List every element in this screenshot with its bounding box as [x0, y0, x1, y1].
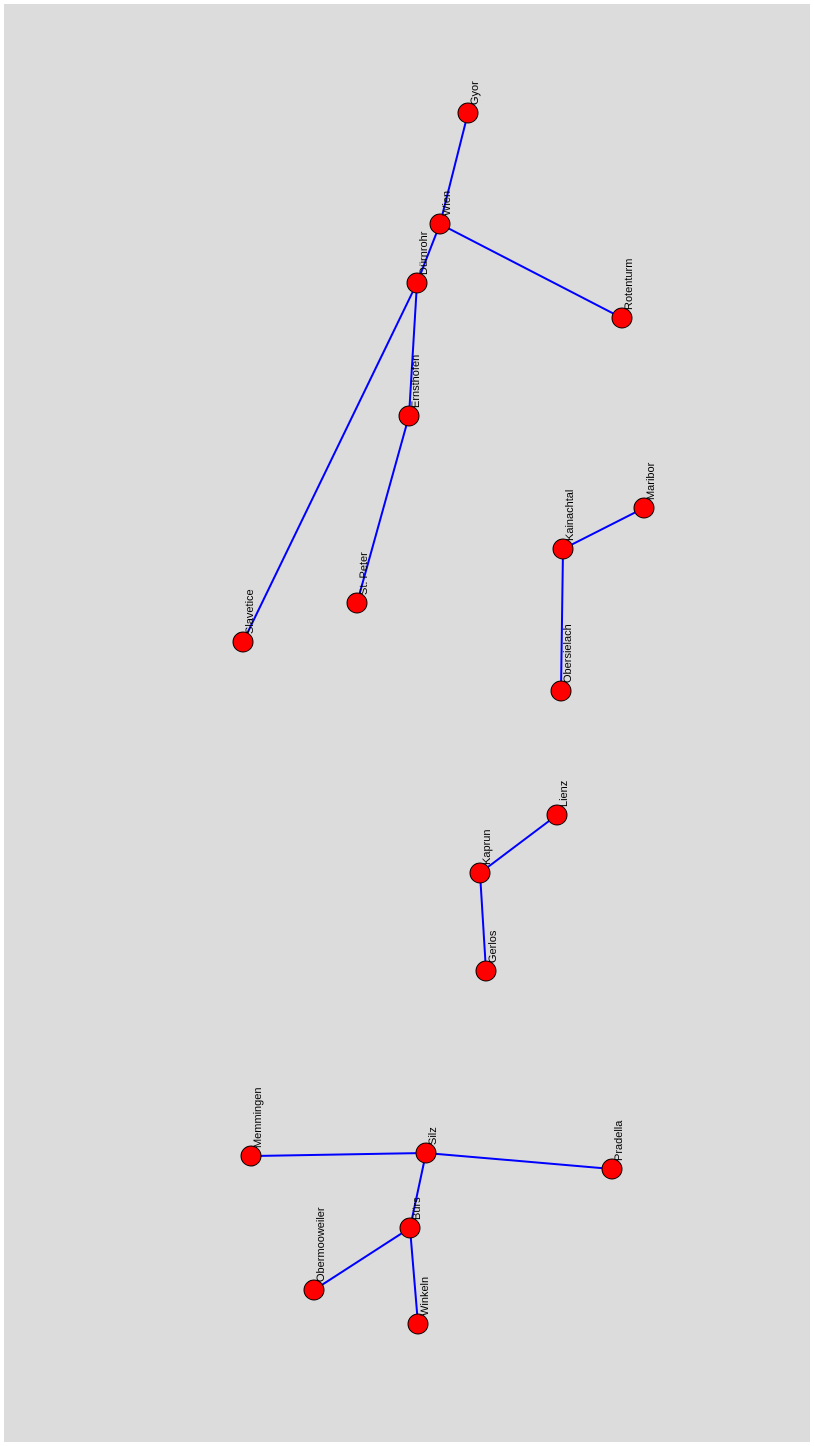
node-kainachtal[interactable]: Kainachtal [552, 490, 576, 560]
edge-durnrohr-ernsthofen [408, 282, 418, 417]
network-graph: Gyor Wien Dürnrohr Rotenturm Ernsthofen St. P… [232, 81, 657, 1335]
node-circle-obersielach[interactable] [550, 680, 572, 702]
node-silz[interactable]: Silz [415, 1127, 439, 1164]
edge-burs-winkeln [409, 1227, 419, 1325]
node-circle-kainachtal[interactable] [552, 538, 574, 560]
node-label-gyor: Gyor [469, 81, 481, 105]
edge-memmingen-silz [250, 1152, 427, 1157]
node-label-rotenturm: Rotenturm [623, 259, 635, 310]
edge-wien-rotenturm [439, 223, 623, 319]
edge-burs-obermooweiler [313, 1227, 411, 1291]
node-circle-kaprun[interactable] [469, 862, 491, 884]
node-obersielach[interactable]: Obersielach [550, 624, 574, 702]
node-circle-gyor[interactable] [457, 102, 479, 124]
node-label-lienz: Lienz [558, 781, 570, 807]
node-circle-wien[interactable] [429, 213, 451, 235]
node-circle-winkeln[interactable] [407, 1313, 429, 1335]
node-circle-st-peter[interactable] [346, 592, 368, 614]
node-winkeln[interactable]: Winkeln [407, 1277, 431, 1335]
node-label-memmingen: Memmingen [252, 1087, 264, 1148]
node-kaprun[interactable]: Kaprun [469, 830, 493, 884]
node-circle-burs[interactable] [399, 1217, 421, 1239]
node-pradella[interactable]: Pradella [601, 1120, 625, 1180]
node-lienz[interactable]: Lienz [546, 781, 570, 826]
node-label-slavetice: Slavetice [244, 589, 256, 634]
node-label-gerlos: Gerlos [487, 930, 499, 963]
edge-kainachtal-obersielach [560, 548, 564, 692]
node-circle-maribor[interactable] [633, 497, 655, 519]
node-circle-ernsthofen[interactable] [398, 405, 420, 427]
node-rotenturm[interactable]: Rotenturm [611, 259, 635, 329]
graph-canvas: Gyor Wien Dürnrohr Rotenturm Ernsthofen St. P… [4, 4, 810, 1442]
node-label-silz: Silz [427, 1127, 439, 1145]
node-maribor[interactable]: Maribor [633, 462, 657, 519]
node-label-pradella: Pradella [613, 1120, 625, 1161]
node-circle-slavetice[interactable] [232, 631, 254, 653]
edge-kainachtal-maribor [562, 507, 645, 550]
node-burs[interactable]: Bürs [399, 1197, 423, 1239]
node-label-kaprun: Kaprun [481, 830, 493, 865]
node-label-wien: Wien [441, 191, 453, 216]
node-label-durnrohr: Dürnrohr [418, 231, 430, 275]
node-slavetice[interactable]: Slavetice [232, 589, 256, 653]
node-circle-obermooweiler[interactable] [303, 1279, 325, 1301]
node-gerlos[interactable]: Gerlos [475, 930, 499, 982]
node-obermooweiler[interactable]: Obermooweiler [303, 1207, 327, 1301]
node-label-maribor: Maribor [645, 462, 657, 500]
node-circle-durnrohr[interactable] [406, 272, 428, 294]
node-circle-pradella[interactable] [601, 1158, 623, 1180]
edge-durnrohr-slavetice [242, 282, 418, 643]
node-wien[interactable]: Wien [429, 191, 453, 235]
edge-silz-burs [409, 1152, 427, 1229]
node-ernsthofen[interactable]: Ernsthofen [398, 355, 422, 427]
node-label-obermooweiler: Obermooweiler [315, 1207, 327, 1282]
edge-kaprun-lienz [479, 814, 558, 874]
edge-ernsthofen-st-peter [356, 415, 410, 604]
edges-layer [242, 112, 645, 1325]
edge-wien-durnrohr [416, 223, 441, 284]
node-label-st-peter: St. Peter [358, 552, 370, 595]
edge-kaprun-gerlos [479, 872, 487, 972]
node-circle-rotenturm[interactable] [611, 307, 633, 329]
node-gyor[interactable]: Gyor [457, 81, 481, 124]
node-memmingen[interactable]: Memmingen [240, 1087, 264, 1167]
edge-silz-pradella [425, 1152, 613, 1170]
node-circle-silz[interactable] [415, 1142, 437, 1164]
node-st-peter[interactable]: St. Peter [346, 552, 370, 614]
node-label-winkeln: Winkeln [419, 1277, 431, 1316]
node-durnrohr[interactable]: Dürnrohr [406, 231, 430, 294]
edge-gyor-wien [439, 112, 469, 225]
node-label-burs: Bürs [411, 1197, 423, 1220]
node-circle-gerlos[interactable] [475, 960, 497, 982]
node-label-kainachtal: Kainachtal [564, 490, 576, 541]
node-circle-memmingen[interactable] [240, 1145, 262, 1167]
node-circle-lienz[interactable] [546, 804, 568, 826]
node-label-ernsthofen: Ernsthofen [410, 355, 422, 408]
nodes-layer: Gyor Wien Dürnrohr Rotenturm Ernsthofen St. P… [232, 81, 657, 1335]
node-label-obersielach: Obersielach [562, 624, 574, 683]
